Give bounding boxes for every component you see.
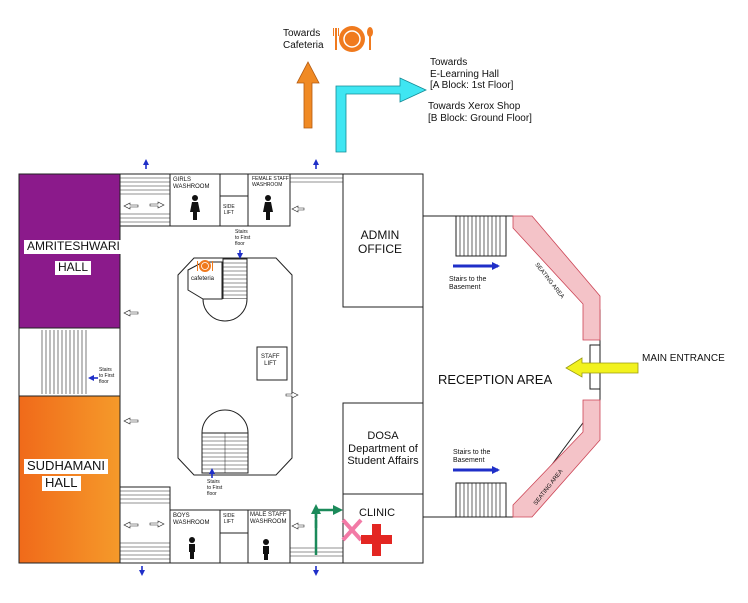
dosa-label: DOSA Department of Student Affairs <box>347 430 419 468</box>
seating-area-bottom <box>512 399 601 518</box>
female-washroom-icon <box>190 195 200 220</box>
clinic-direction-arrows <box>311 504 343 555</box>
stairs-basement-bottom-label: Stairs to the Basement <box>453 449 491 465</box>
cafeteria-label: cafeteria <box>191 276 215 282</box>
stairs-first-floor-left-label: Stairs to First floor <box>99 367 115 385</box>
clinic-label: CLINIC <box>359 507 396 519</box>
staff-lift-label: STAFF LIFT <box>261 354 280 367</box>
sudhamani-hall-label-1: SUDHAMANI <box>24 458 109 474</box>
boys-washroom-label: BOYS WASHROOM <box>173 513 210 526</box>
xerox-direction-label: Towards Xerox Shop [B Block: Ground Floo… <box>428 101 532 124</box>
clinic-room <box>342 493 424 564</box>
side-lift-bottom-label: SIDE LIFT <box>223 513 235 525</box>
stairs-first-floor-bottom-label: Stairs to First floor <box>207 479 223 497</box>
admin-office-label: ADMIN OFFICE <box>358 228 402 256</box>
sudhamani-hall-label-2: HALL <box>42 475 81 491</box>
seating-area-top <box>512 215 601 341</box>
cafeteria-direction-label: Towards Cafeteria <box>283 28 324 51</box>
basement-stairs-top <box>455 215 507 257</box>
stairs-basement-top-label: Stairs to the Basement <box>449 276 487 292</box>
cafeteria-plate-icon <box>197 260 213 272</box>
basement-stairs-bottom <box>455 482 507 518</box>
main-entrance-arrow <box>565 357 639 378</box>
elearning-direction-label: Towards E-Learning Hall [A Block: 1st Fl… <box>430 57 514 91</box>
stairs-first-floor-top-label: Stairs to First floor <box>235 229 251 247</box>
cafeteria-plate-icon <box>333 26 373 52</box>
cafeteria-direction-arrow <box>296 61 320 129</box>
side-lift-top-label: SIDE LIFT <box>223 204 235 216</box>
female-washroom-icon <box>263 195 273 220</box>
dosa-office <box>342 402 424 495</box>
reception-area-label: RECEPTION AREA <box>438 372 553 387</box>
amriteshwari-hall-label-1: AMRITESHWARI <box>24 239 123 254</box>
staff-lift <box>256 346 288 381</box>
amriteshwari-hall-label-2: HALL <box>55 260 92 275</box>
male-washroom-icon <box>189 537 195 559</box>
bottom-washroom-block <box>169 509 291 564</box>
main-entrance-label: MAIN ENTRANCE <box>642 353 725 364</box>
elearning-direction-arrow <box>335 77 427 153</box>
male-washroom-icon <box>263 539 269 560</box>
female-staff-washroom-label: FEMALE STAFF WASHROOM <box>252 176 289 188</box>
admin-office <box>342 173 424 308</box>
clinic-cross-icon <box>341 518 392 556</box>
girls-washroom-label: GIRLS WASHROOM <box>173 177 210 190</box>
male-staff-washroom-label: MALE STAFF WASHROOM <box>250 512 287 525</box>
